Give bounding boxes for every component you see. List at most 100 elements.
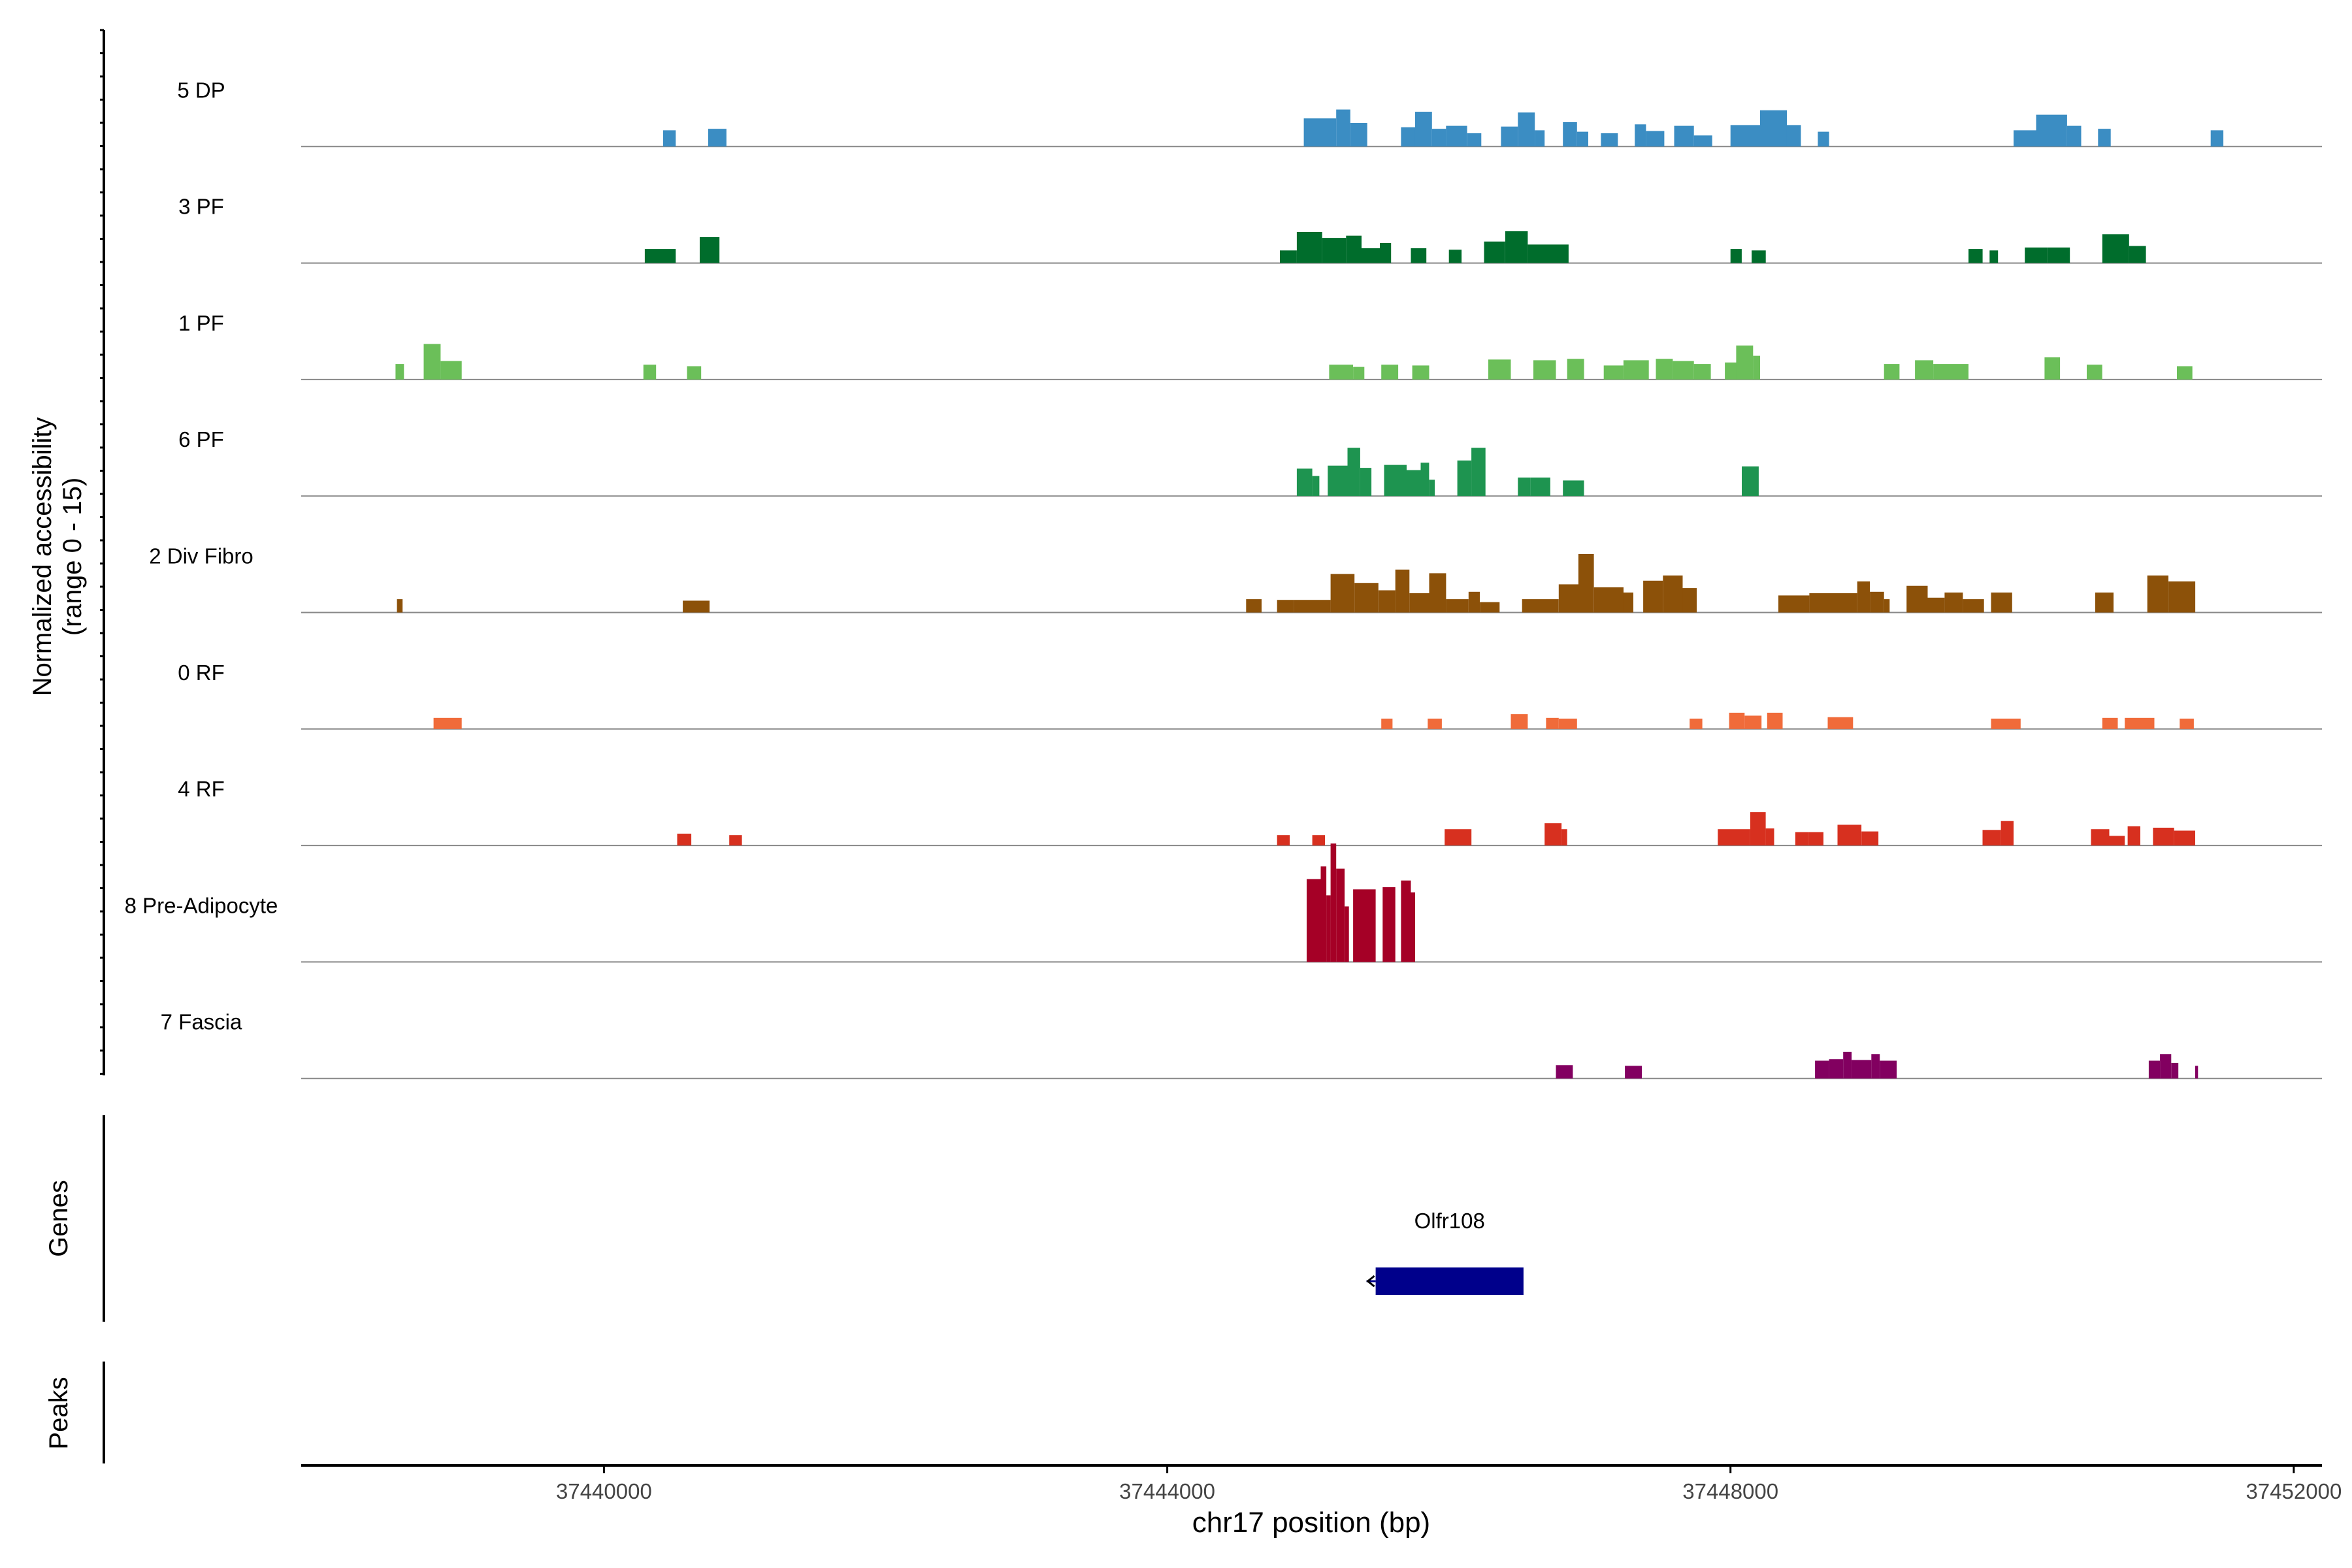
coverage-bin xyxy=(1350,123,1367,147)
coverage-bin xyxy=(1815,1060,1829,1079)
coverage-bin xyxy=(423,344,441,380)
coverage-bin xyxy=(1530,477,1550,497)
coverage-bin xyxy=(1326,895,1331,962)
coverage-bin xyxy=(644,249,676,263)
coverage-bin xyxy=(1480,602,1500,613)
coverage-bin xyxy=(2025,247,2048,263)
coverage-bin xyxy=(1312,476,1320,497)
coverage-bin xyxy=(1870,591,1884,613)
coverage-bin xyxy=(708,129,727,147)
coverage-bin xyxy=(1871,1054,1880,1079)
y-axes: Normalized accessibility (range 0 - 15) … xyxy=(28,29,105,1463)
coverage-bin xyxy=(2098,129,2111,147)
coverage-bin xyxy=(2160,1054,2172,1079)
coverage-bin xyxy=(2036,114,2067,147)
coverage-bin xyxy=(1989,250,1999,263)
coverage-bin xyxy=(1906,585,1928,613)
track-label: 0 RF xyxy=(178,661,225,685)
coverage-bin xyxy=(1322,238,1347,263)
coverage-bin xyxy=(1558,718,1577,729)
coverage-bin xyxy=(1982,830,2001,846)
coverage-bin xyxy=(1411,892,1415,962)
x-tick-label: 37452000 xyxy=(2246,1479,2342,1503)
coverage-bin xyxy=(1546,717,1559,729)
track-1-pf: 1 PF xyxy=(178,311,2322,380)
coverage-bin xyxy=(1535,130,1545,147)
coverage-bin xyxy=(1690,718,1703,729)
coverage-bin xyxy=(1603,365,1624,380)
coverage-bin xyxy=(2087,365,2102,380)
coverage-bin xyxy=(2102,234,2129,263)
coverage-bin xyxy=(1767,712,1783,729)
coverage-bin xyxy=(1663,575,1683,613)
track-label: 3 PF xyxy=(178,195,224,219)
gene-annotation-track: Olfr108 xyxy=(1366,1209,1524,1295)
coverage-bin xyxy=(1518,112,1535,147)
coverage-bin xyxy=(1643,580,1663,613)
coverage-bin xyxy=(1329,365,1353,380)
coverage-bin xyxy=(2129,246,2146,263)
coverage-bin xyxy=(2125,717,2155,729)
coverage-bin xyxy=(1501,126,1518,147)
x-tick-label: 37444000 xyxy=(1119,1479,1215,1503)
coverage-bin xyxy=(1401,880,1411,962)
coverage-bin xyxy=(1829,1059,1844,1079)
coverage-bin xyxy=(1852,1060,1872,1079)
coverage-bin xyxy=(1446,599,1469,613)
coverage-bin xyxy=(1673,361,1694,380)
coverage-bin xyxy=(1381,365,1399,380)
coverage-bin xyxy=(1294,600,1331,613)
coverage-bin xyxy=(1448,250,1462,263)
coverage-bin xyxy=(1307,879,1321,962)
coverage-bin xyxy=(2047,247,2070,263)
coverage-bin xyxy=(1407,470,1421,497)
track-5-dp: 5 DP xyxy=(177,78,2322,148)
coverage-bin xyxy=(1280,250,1297,263)
coverage-bin xyxy=(1991,592,2012,613)
coverage-bin xyxy=(2171,1062,2179,1079)
coverage-bin xyxy=(1576,131,1588,147)
peaks-axis-label: Peaks xyxy=(44,1377,73,1449)
coverage-bin xyxy=(1750,812,1766,846)
coverage-bin xyxy=(1527,244,1569,263)
coverage-bin xyxy=(1736,345,1754,380)
coverage-bin xyxy=(2091,829,2110,846)
gene-label: Olfr108 xyxy=(1414,1209,1485,1233)
coverage-bin xyxy=(1884,364,1900,380)
coverage-bin xyxy=(1296,232,1322,263)
track-label: 1 PF xyxy=(178,311,224,335)
coverage-bin xyxy=(1786,125,1801,147)
coverage-bin xyxy=(2195,1066,2198,1079)
x-axis: 37440000 37444000 37448000 37452000 chr17 p… xyxy=(301,1464,2342,1539)
coverage-bin xyxy=(440,361,462,380)
coverage-bin xyxy=(1693,364,1711,380)
coverage-bin xyxy=(1411,248,1427,263)
coverage-bin xyxy=(1742,466,1759,497)
coverage-bin xyxy=(2127,826,2140,846)
coverage-bin xyxy=(1360,468,1372,497)
x-tick-label: 37440000 xyxy=(556,1479,652,1503)
coverage-bin xyxy=(1414,112,1432,147)
track-label: 2 Div Fibro xyxy=(149,544,253,568)
coverage-bin xyxy=(643,365,657,380)
strand-arrow-icon xyxy=(1366,1275,1375,1288)
x-tick-label: 37448000 xyxy=(1682,1479,1778,1503)
gene-olfr108: Olfr108 xyxy=(1366,1209,1524,1295)
coverage-bin xyxy=(1353,367,1365,380)
coverage-bin xyxy=(1730,249,1742,263)
coverage-bin xyxy=(1471,448,1486,497)
coverage-bin xyxy=(1646,131,1665,147)
coverage-bin xyxy=(1760,110,1787,147)
coverage-bin xyxy=(1843,1051,1852,1079)
coverage-bin xyxy=(700,237,720,263)
coverage-bin xyxy=(2147,575,2168,613)
coverage-y-axis-ticks xyxy=(100,29,104,1075)
coverage-bin xyxy=(1544,823,1562,846)
coverage-bin xyxy=(1837,825,1862,846)
coverage-bin xyxy=(1457,460,1472,497)
track-label: 7 Fascia xyxy=(161,1010,242,1034)
coverage-bin xyxy=(1623,592,1633,613)
coverage-bin xyxy=(1395,569,1410,613)
coverage-bin xyxy=(1382,887,1396,962)
